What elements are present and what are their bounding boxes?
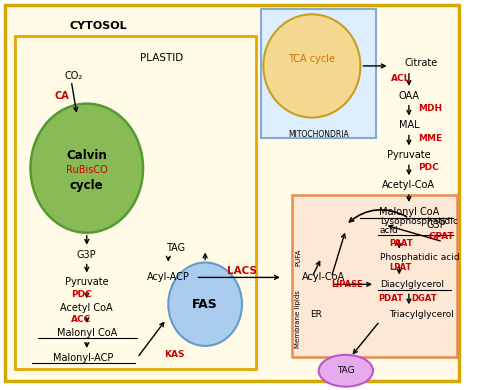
Text: LACS: LACS — [227, 266, 257, 277]
Text: Malonyl CoA: Malonyl CoA — [57, 328, 117, 338]
Text: Calvin: Calvin — [66, 149, 107, 162]
Text: LPAT: LPAT — [390, 263, 412, 272]
Text: cycle: cycle — [70, 179, 104, 191]
Text: MME: MME — [419, 134, 443, 143]
Text: G3P: G3P — [77, 250, 97, 260]
Text: Triacylglycerol: Triacylglycerol — [390, 310, 455, 319]
Text: Phosphatidic acid: Phosphatidic acid — [380, 253, 459, 262]
Text: TAG: TAG — [166, 243, 185, 253]
Ellipse shape — [168, 262, 242, 346]
Text: Acetyl CoA: Acetyl CoA — [60, 303, 113, 313]
Ellipse shape — [31, 104, 143, 233]
Ellipse shape — [319, 355, 373, 386]
Text: Pyruvate: Pyruvate — [65, 277, 109, 287]
Bar — [261, 9, 376, 138]
Text: KAS: KAS — [164, 350, 185, 359]
Text: TAG: TAG — [337, 366, 355, 375]
Text: PLASTID: PLASTID — [140, 53, 183, 63]
Text: DGAT: DGAT — [411, 294, 436, 303]
Text: Membrane lipids: Membrane lipids — [295, 290, 301, 348]
Text: CYTOSOL: CYTOSOL — [70, 21, 127, 31]
Text: Acyl-CoA: Acyl-CoA — [302, 272, 345, 282]
Text: G3P: G3P — [426, 220, 446, 230]
Text: FAS: FAS — [192, 298, 218, 311]
Text: Diacylglycerol: Diacylglycerol — [380, 280, 444, 289]
Text: PDC: PDC — [71, 290, 92, 299]
Text: Acetyl-CoA: Acetyl-CoA — [382, 180, 435, 190]
Text: Acyl-ACP: Acyl-ACP — [147, 272, 190, 282]
Text: ACC: ACC — [71, 315, 91, 324]
Text: PDC: PDC — [419, 163, 439, 172]
Text: Malonyl-ACP: Malonyl-ACP — [53, 353, 113, 363]
Text: PDAT: PDAT — [378, 294, 403, 303]
Text: MITOCHONDRIA: MITOCHONDRIA — [288, 131, 349, 140]
Text: acid: acid — [380, 226, 399, 235]
Text: GPAT: GPAT — [428, 232, 454, 241]
Text: Malonyl CoA: Malonyl CoA — [379, 207, 439, 217]
Text: RuBisCO: RuBisCO — [66, 165, 108, 175]
Text: CA: CA — [55, 91, 69, 101]
Text: Pyruvate: Pyruvate — [387, 150, 431, 160]
Text: MAL: MAL — [399, 121, 419, 131]
Text: OAA: OAA — [398, 91, 419, 101]
Text: PAAT: PAAT — [390, 239, 413, 248]
Text: PUFA: PUFA — [295, 249, 301, 266]
Text: Citrate: Citrate — [404, 58, 437, 68]
Text: LIPASE: LIPASE — [331, 280, 363, 289]
Bar — [293, 195, 457, 357]
Text: Lysophosphatidic: Lysophosphatidic — [380, 217, 457, 226]
Text: CO₂: CO₂ — [65, 71, 83, 81]
Ellipse shape — [263, 14, 360, 117]
Text: ACL: ACL — [391, 74, 411, 83]
Bar — [15, 36, 256, 369]
Text: ER: ER — [310, 310, 322, 319]
Text: TCA cycle: TCA cycle — [288, 54, 336, 64]
Text: MDH: MDH — [419, 104, 443, 113]
